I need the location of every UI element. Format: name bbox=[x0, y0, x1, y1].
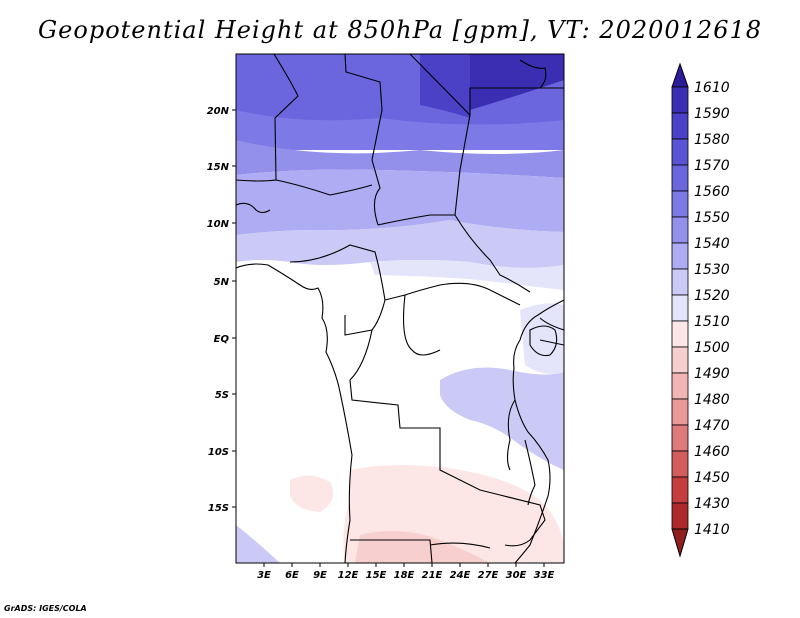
colorbar-box bbox=[671, 424, 689, 452]
colorbar-box bbox=[671, 268, 689, 296]
border-chad-south bbox=[377, 214, 455, 226]
lon-label-30e: 30E bbox=[506, 570, 527, 581]
lat-label-5n: 5N bbox=[214, 277, 230, 288]
colorbar-labels: 1610 1590 1580 1570 1560 1550 1540 1530 1520 1510… bbox=[694, 80, 730, 538]
plot-frame bbox=[235, 53, 565, 564]
lon-label-24e: 24E bbox=[450, 570, 471, 581]
colorbar-box bbox=[671, 86, 689, 114]
colorbar-box bbox=[671, 190, 689, 218]
colorbar-label: 1580 bbox=[694, 132, 730, 148]
border-chad-sudan bbox=[454, 114, 531, 293]
border-congo-angola bbox=[349, 329, 501, 496]
colorbar-box bbox=[671, 138, 689, 166]
border-westafrica bbox=[236, 202, 271, 214]
colorbar-label: 1610 bbox=[694, 80, 730, 96]
colorbar-label: 1430 bbox=[694, 496, 730, 512]
colorbar-top-triangle bbox=[671, 62, 689, 88]
colorbar-label: 1530 bbox=[694, 262, 730, 278]
lon-label-27e: 27E bbox=[478, 570, 499, 581]
lon-label-21e: 21E bbox=[422, 570, 443, 581]
border-kenya-tanzania bbox=[539, 339, 564, 346]
border-namibia bbox=[350, 539, 433, 563]
band-1540 bbox=[236, 140, 564, 178]
lon-label-12e: 12E bbox=[338, 570, 359, 581]
lon-label-6e: 6E bbox=[285, 570, 299, 581]
colorbar-label: 1510 bbox=[694, 314, 730, 330]
lat-label-20n: 20N bbox=[207, 106, 230, 117]
colorbar-box bbox=[671, 242, 689, 270]
colorbar-box bbox=[671, 450, 689, 478]
red-sea-coast bbox=[519, 59, 547, 89]
border-kenya-uganda bbox=[539, 317, 564, 331]
colorbar: 1610 1590 1580 1570 1560 1550 1540 1530 1520 1510… bbox=[671, 62, 730, 558]
lat-label-15n: 15N bbox=[207, 162, 230, 173]
border-niger-algeria bbox=[344, 54, 383, 226]
border-sahel bbox=[236, 179, 373, 196]
colorbar-box bbox=[671, 112, 689, 140]
colorbar-label: 1540 bbox=[694, 236, 730, 252]
grads-credit: GrADS: IGES/COLA bbox=[4, 604, 87, 613]
lon-axis: 3E 6E 9E 12E 15E 18E 21E 24E 27E 30E 33E bbox=[257, 563, 555, 581]
colorbar-box bbox=[671, 372, 689, 400]
lon-label-18e: 18E bbox=[394, 570, 415, 581]
lake-tanganyika bbox=[506, 399, 516, 471]
colorbar-label: 1570 bbox=[694, 158, 730, 174]
colorbar-box bbox=[671, 216, 689, 244]
colorbar-label: 1480 bbox=[694, 392, 730, 408]
lake-malawi bbox=[524, 439, 536, 506]
height-field bbox=[236, 54, 564, 563]
band-1490-south bbox=[355, 531, 490, 563]
colorbar-box bbox=[671, 164, 689, 192]
colorbar-box bbox=[671, 294, 689, 322]
border-mali-mauritania bbox=[273, 54, 299, 181]
lat-axis: 20N 15N 10N 5N EQ 5S 10S 15S bbox=[207, 106, 236, 514]
colorbar-label: 1410 bbox=[694, 522, 730, 538]
colorbar-label: 1590 bbox=[694, 106, 730, 122]
band-1510-east bbox=[520, 303, 564, 374]
border-zambia bbox=[499, 494, 546, 547]
band-1550 bbox=[236, 110, 564, 150]
lat-label-eq: EQ bbox=[214, 334, 230, 345]
colorbar-label: 1550 bbox=[694, 210, 730, 226]
lon-label-9e: 9E bbox=[313, 570, 327, 581]
lon-label-33e: 33E bbox=[534, 570, 555, 581]
colorbar-label: 1460 bbox=[694, 444, 730, 460]
map-title: Geopotential Height at 850hPa [gpm], VT:… bbox=[38, 16, 762, 44]
colorbar-label: 1500 bbox=[694, 340, 730, 356]
colorbar-label: 1490 bbox=[694, 366, 730, 382]
colorbar-box bbox=[671, 398, 689, 426]
band-1500-west bbox=[290, 475, 334, 512]
lat-label-10s: 10S bbox=[208, 447, 229, 458]
colorbar-boxes bbox=[671, 86, 689, 530]
lat-label-5s: 5S bbox=[215, 390, 229, 401]
atlantic-coastline bbox=[236, 263, 353, 563]
lon-label-3e: 3E bbox=[257, 570, 271, 581]
border-caprivi bbox=[429, 542, 491, 549]
colorbar-box bbox=[671, 502, 689, 530]
colorbar-label: 1450 bbox=[694, 470, 730, 486]
band-1530 bbox=[236, 169, 564, 235]
border-car-north bbox=[289, 244, 521, 306]
lon-label-15e: 15E bbox=[366, 570, 387, 581]
colorbar-label: 1520 bbox=[694, 288, 730, 304]
lat-label-15s: 15S bbox=[208, 503, 229, 514]
band-1520-southwest bbox=[236, 525, 280, 563]
colorbar-box bbox=[671, 320, 689, 348]
band-1520-north bbox=[236, 220, 564, 268]
colorbar-label: 1470 bbox=[694, 418, 730, 434]
border-libya-egypt bbox=[409, 54, 564, 117]
lat-label-10n: 10N bbox=[207, 219, 230, 230]
band-1520-east bbox=[440, 367, 564, 470]
colorbar-bottom-triangle bbox=[671, 528, 689, 558]
boundaries bbox=[236, 54, 564, 563]
border-drc-north bbox=[403, 294, 441, 356]
colorbar-box bbox=[671, 476, 689, 504]
lake-victoria bbox=[529, 325, 558, 357]
indian-coastline bbox=[512, 299, 564, 563]
colorbar-box bbox=[671, 346, 689, 374]
colorbar-label: 1560 bbox=[694, 184, 730, 200]
